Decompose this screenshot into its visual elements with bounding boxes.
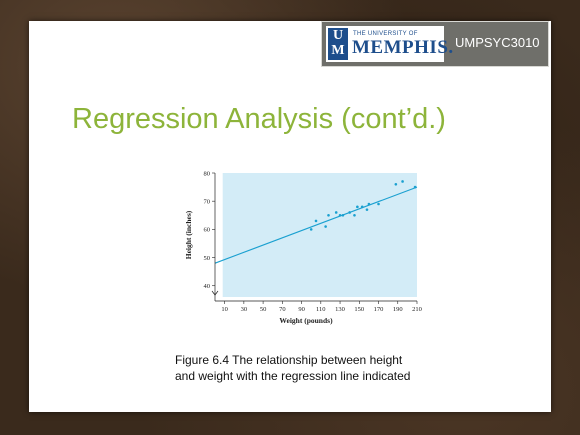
logo-name: MEMPHIS.: [352, 37, 454, 58]
data-point: [377, 202, 380, 206]
header-banner: U M THE UNIVERSITY OF MEMPHIS. UMPSYC301…: [321, 21, 549, 67]
logo-university-line: THE UNIVERSITY OF: [353, 31, 418, 37]
data-point: [356, 205, 359, 209]
data-point: [324, 225, 327, 228]
slide: U M THE UNIVERSITY OF MEMPHIS. UMPSYC301…: [29, 21, 551, 412]
x-tick-label: 130: [335, 306, 345, 313]
y-tick-label: 80: [204, 170, 211, 177]
um-logo-mark: U M: [328, 28, 348, 60]
data-point: [394, 182, 398, 186]
x-tick-label: 90: [298, 306, 305, 313]
university-logo: U M THE UNIVERSITY OF MEMPHIS.: [326, 26, 453, 62]
logo-mark-letter-m: M: [331, 43, 345, 58]
x-tick-label: 170: [374, 306, 384, 313]
x-tick-label: 210: [412, 306, 422, 313]
y-tick-label: 60: [204, 227, 211, 234]
data-point: [365, 208, 369, 211]
data-point: [413, 185, 417, 189]
course-code: UMPSYC3010: [455, 35, 540, 50]
plot-area: [222, 173, 417, 297]
x-tick-label: 110: [316, 306, 326, 313]
slide-title: Regression Analysis (cont’d.): [72, 103, 446, 135]
caption-line-2: and weight with the regression line indi…: [175, 369, 411, 383]
figure-caption: Figure 6.4 The relationship between heig…: [175, 352, 475, 384]
data-point: [309, 228, 313, 231]
x-axis-label: Weight (pounds): [279, 316, 333, 325]
caption-line-1: Figure 6.4 The relationship between heig…: [175, 353, 403, 367]
x-tick-label: 10: [221, 306, 228, 313]
data-point: [338, 213, 342, 217]
y-tick-label: 70: [204, 198, 211, 205]
data-point: [341, 213, 345, 217]
data-point: [334, 211, 338, 214]
y-tick-label: 50: [204, 255, 211, 262]
x-tick-label: 150: [354, 306, 364, 313]
scatter-chart: 40 50 60 70 80 10 30 50 70 90 110 130 150 170 190 210 W…: [184, 170, 422, 325]
regression-line: [214, 186, 418, 264]
logo-mark-letter-u: U: [332, 28, 344, 43]
x-tick-label: 70: [279, 306, 286, 313]
y-axis-label: Height (inches): [184, 210, 193, 259]
data-point: [314, 219, 318, 223]
data-point: [367, 202, 371, 206]
data-point: [348, 211, 351, 214]
data-point: [353, 213, 356, 217]
data-point: [401, 180, 404, 183]
axis-break-mark: [211, 290, 219, 296]
x-tick-label: 50: [260, 306, 267, 313]
x-tick-label: 190: [393, 306, 403, 313]
data-point: [327, 213, 330, 217]
data-point: [360, 205, 364, 209]
y-tick-label: 40: [204, 283, 211, 290]
x-tick-label: 30: [241, 306, 248, 313]
